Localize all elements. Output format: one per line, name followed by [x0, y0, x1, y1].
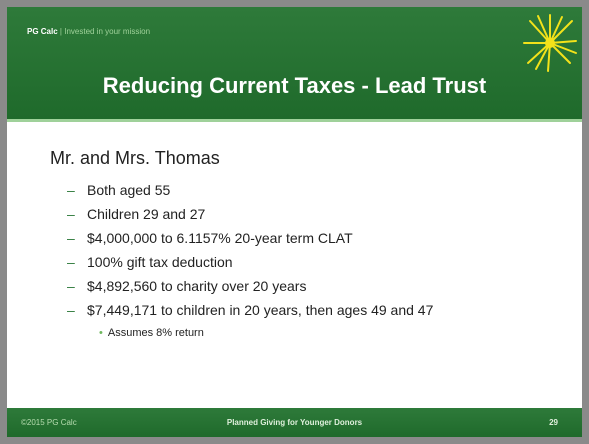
list-item: – $4,000,000 to 6.1157% 20-year term CLAT [67, 229, 527, 248]
page-number: 29 [549, 418, 558, 427]
sub-item: • Assumes 8% return [99, 327, 204, 339]
list-item: – $4,892,560 to charity over 20 years [67, 277, 527, 296]
item-text: $4,000,000 to 6.1157% 20-year term CLAT [87, 230, 353, 246]
item-text: 100% gift tax deduction [87, 254, 233, 270]
sub-item-text: Assumes 8% return [107, 327, 204, 339]
dash-bullet: – [67, 302, 75, 318]
slide: PG Calc | Invested in your mission Reduc… [7, 7, 582, 437]
dash-bullet: – [67, 278, 75, 294]
brand: PG Calc [27, 27, 58, 36]
list-item: – Both aged 55 [67, 181, 527, 200]
heading: Mr. and Mrs. Thomas [50, 148, 220, 168]
header: PG Calc | Invested in your mission Reduc… [7, 7, 582, 122]
title: Reducing Current Taxes - Lead Trust [102, 73, 487, 98]
list-item: – Children 29 and 27 [67, 205, 527, 224]
separator: | [59, 27, 62, 36]
item-text: $4,892,560 to charity over 20 years [87, 278, 307, 294]
dash-bullet: – [67, 254, 75, 270]
item-text: $7,449,171 to children in 20 years, then… [87, 302, 434, 318]
dash-bullet: – [67, 206, 75, 222]
dash-bullet: – [67, 182, 75, 198]
list-item: –100% gift tax deduction [67, 253, 527, 272]
footer: ©2015 PG Calc Planned Giving for Younger… [7, 408, 582, 437]
dash-bullet: – [67, 230, 75, 246]
list-item: – $7,449,171 to children in 20 years, the… [67, 301, 527, 320]
tagline: Invested in your mission [64, 27, 151, 36]
item-text: Children 29 and 27 [87, 206, 206, 222]
dot-bullet: • [99, 327, 103, 339]
footer-center: Planned Giving for Younger Donors [226, 418, 363, 427]
brand-line: PG Calc | Invested in your mission [27, 27, 150, 36]
item-text: Both aged 55 [87, 182, 171, 198]
starburst [523, 14, 577, 72]
footer-left: ©2015 PG Calc [21, 418, 77, 427]
